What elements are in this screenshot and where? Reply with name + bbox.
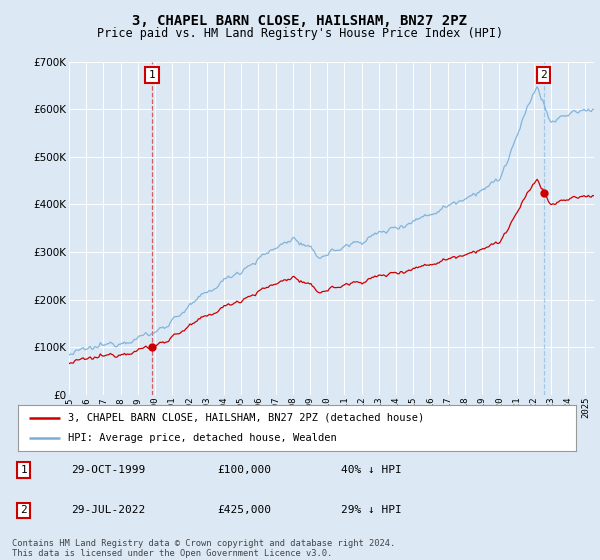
- Text: 2: 2: [20, 506, 27, 515]
- Text: 29-OCT-1999: 29-OCT-1999: [71, 465, 145, 475]
- Text: 40% ↓ HPI: 40% ↓ HPI: [341, 465, 402, 475]
- Text: 1: 1: [20, 465, 27, 475]
- Text: 29% ↓ HPI: 29% ↓ HPI: [341, 506, 402, 515]
- Text: HPI: Average price, detached house, Wealden: HPI: Average price, detached house, Weal…: [68, 433, 337, 443]
- Text: 29-JUL-2022: 29-JUL-2022: [71, 506, 145, 515]
- Text: 2: 2: [541, 70, 547, 80]
- Text: £100,000: £100,000: [218, 465, 272, 475]
- Text: Contains HM Land Registry data © Crown copyright and database right 2024.
This d: Contains HM Land Registry data © Crown c…: [12, 539, 395, 558]
- Text: 1: 1: [149, 70, 155, 80]
- Text: 3, CHAPEL BARN CLOSE, HAILSHAM, BN27 2PZ: 3, CHAPEL BARN CLOSE, HAILSHAM, BN27 2PZ: [133, 14, 467, 28]
- Text: Price paid vs. HM Land Registry's House Price Index (HPI): Price paid vs. HM Land Registry's House …: [97, 27, 503, 40]
- Text: £425,000: £425,000: [218, 506, 272, 515]
- Text: 3, CHAPEL BARN CLOSE, HAILSHAM, BN27 2PZ (detached house): 3, CHAPEL BARN CLOSE, HAILSHAM, BN27 2PZ…: [68, 413, 424, 423]
